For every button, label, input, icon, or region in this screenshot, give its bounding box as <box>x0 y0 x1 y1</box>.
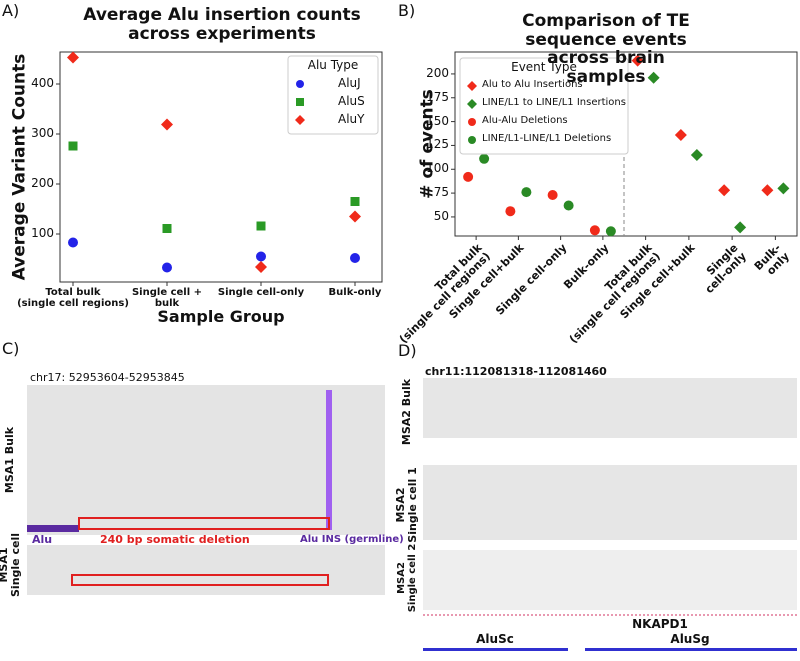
track-label: MSA2 Bulk <box>399 378 413 446</box>
point <box>350 253 360 263</box>
x-tick-label: Single cell + bulk <box>131 287 203 309</box>
legend-label: Alu-Alu Deletions <box>482 115 568 126</box>
y-tick-label: 200 <box>426 65 449 80</box>
x-tick-label: Bulk-only <box>328 287 382 298</box>
point <box>463 171 474 182</box>
point <box>68 237 78 248</box>
track-label: MSA1 Single cell <box>0 533 22 597</box>
legend-box <box>287 55 379 135</box>
chart-title: Average Alu insertion counts across expe… <box>83 5 361 44</box>
legend-marker <box>296 80 304 88</box>
point <box>690 148 703 161</box>
point <box>563 200 574 211</box>
point <box>734 221 747 234</box>
point <box>255 261 267 273</box>
point <box>777 182 790 195</box>
point <box>761 184 774 197</box>
read-track <box>27 385 385 535</box>
legend-marker <box>468 118 476 126</box>
point <box>68 141 78 151</box>
panel-d-browser <box>423 378 797 651</box>
panel-label: C) <box>2 339 20 358</box>
point <box>350 197 360 206</box>
point <box>162 262 172 273</box>
legend-label: AluS <box>338 94 365 108</box>
locus-label: chr17: 52953604-52953845 <box>30 371 185 384</box>
point <box>631 54 644 67</box>
legend-label: Alu to Alu Insertions <box>482 79 583 90</box>
point <box>67 51 79 64</box>
alu-bar <box>27 525 79 532</box>
locus-label: chr11:112081318-112081460 <box>425 365 607 378</box>
panel-label: B) <box>398 1 416 20</box>
point <box>161 118 173 131</box>
x-tick-label: Total bulk (single cell regions) <box>17 287 129 309</box>
annotation: Alu INS (germline) <box>300 534 404 545</box>
legend-title: Alu Type <box>307 58 359 72</box>
y-tick-label: 100 <box>31 226 54 240</box>
point <box>256 251 266 262</box>
deletion-box <box>78 517 330 530</box>
x-tick-label: Single cell-only <box>217 287 305 298</box>
plot-frame <box>59 51 383 283</box>
legend-label: AluY <box>338 112 365 126</box>
y-axis-label: Average Variant Counts <box>9 53 30 281</box>
read-track <box>423 465 797 540</box>
point <box>605 226 616 237</box>
annotation: Alu <box>32 533 53 546</box>
y-tick-label: 75 <box>433 185 449 200</box>
alu-element <box>423 648 568 651</box>
legend-title: Event Type <box>511 60 577 74</box>
point <box>521 187 532 198</box>
read-track <box>27 545 385 595</box>
y-tick-label: 300 <box>31 126 54 140</box>
x-axis-label: Sample Group <box>157 307 285 326</box>
insertion-column <box>326 390 332 530</box>
plot-frame <box>454 51 798 237</box>
element-label: AluSc <box>476 632 514 646</box>
point <box>505 206 516 217</box>
y-tick-label: 175 <box>426 89 449 104</box>
track-label: MSA2 Single cell 2 <box>396 543 418 613</box>
y-tick-label: 400 <box>31 76 54 90</box>
legend-marker <box>467 81 477 91</box>
read-track <box>423 550 797 610</box>
point <box>479 153 490 164</box>
chart-title: Comparison of TE sequence events across … <box>522 11 690 88</box>
legend-marker <box>296 98 304 106</box>
point <box>162 224 172 233</box>
point <box>349 210 361 223</box>
legend-marker <box>295 115 305 125</box>
point <box>547 190 558 201</box>
point <box>647 71 660 84</box>
panel-label: D) <box>398 341 417 360</box>
annotation: 240 bp somatic deletion <box>100 533 250 546</box>
deletion-box <box>71 574 329 586</box>
track-label: MSA1 Bulk <box>2 426 16 494</box>
legend-label: LINE/L1 to LINE/L1 Insertions <box>482 97 626 108</box>
legend-label: LINE/L1-LINE/L1 Deletions <box>482 133 612 144</box>
legend-box <box>459 57 629 155</box>
legend-label: AluJ <box>338 76 361 90</box>
y-tick-label: 50 <box>433 208 449 223</box>
point <box>589 225 600 236</box>
read-track <box>423 378 797 438</box>
element-label: AluSg <box>670 632 710 646</box>
gene-label: NKAPD1 <box>632 617 688 631</box>
point <box>718 184 731 197</box>
y-tick-label: 125 <box>426 137 449 152</box>
point <box>674 128 687 141</box>
legend-marker <box>467 99 477 109</box>
y-tick-label: 150 <box>426 113 449 128</box>
legend-marker <box>468 136 476 144</box>
panel-label: A) <box>2 1 20 20</box>
panel-c-browser <box>27 385 385 595</box>
track-label: MSA2 Single cell 1 <box>393 467 419 543</box>
y-tick-label: 200 <box>31 176 54 190</box>
point <box>256 221 266 231</box>
y-tick-label: 100 <box>426 161 449 176</box>
alu-element <box>585 648 797 651</box>
